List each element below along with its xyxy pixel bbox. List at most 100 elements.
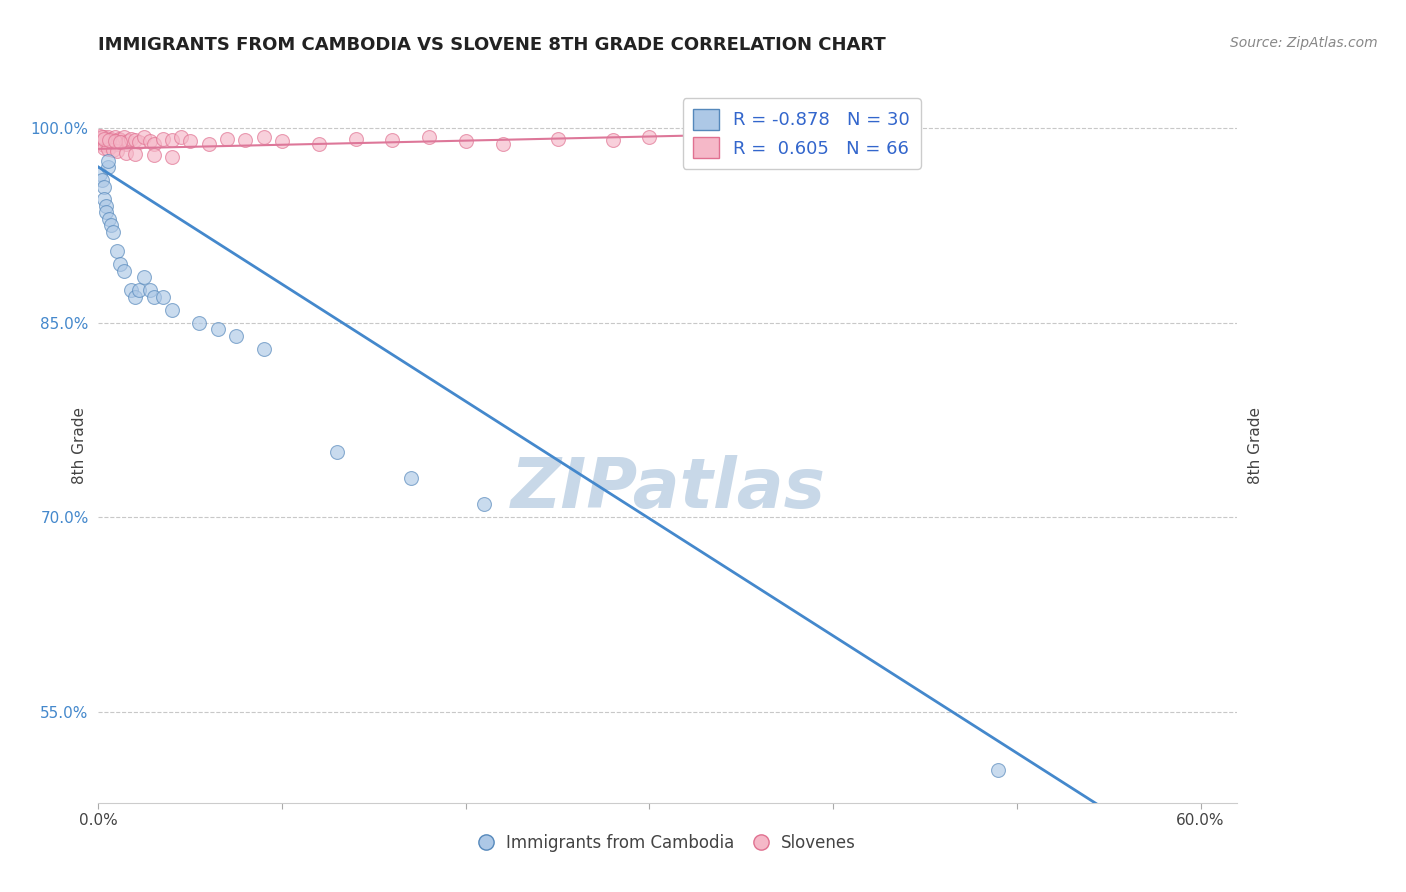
Point (271, 134, 294, 148)
Point (91, 173, 114, 187)
Point (110, 257, 132, 271)
Point (93, 131, 115, 145)
Point (112, 264, 135, 278)
Point (638, 130, 661, 145)
Point (152, 290, 174, 304)
Point (134, 130, 156, 145)
Point (197, 136, 219, 151)
Point (93, 193, 115, 207)
Point (110, 133, 132, 147)
Point (104, 134, 127, 148)
Point (326, 445, 349, 459)
Point (134, 270, 156, 285)
Point (100, 139, 122, 153)
Point (399, 471, 422, 485)
Point (89, 128, 111, 143)
Point (101, 143, 124, 157)
Point (859, 133, 882, 147)
Point (89, 134, 111, 148)
Point (93, 138, 115, 153)
Point (111, 136, 134, 150)
Point (97, 160, 120, 174)
Point (115, 136, 138, 151)
Point (100, 131, 122, 145)
Point (152, 131, 174, 145)
Point (253, 342, 276, 356)
Point (97, 138, 120, 153)
Point (124, 147, 146, 161)
Point (124, 133, 146, 147)
Point (105, 134, 128, 148)
Point (101, 225, 124, 239)
Point (97, 130, 120, 145)
Point (98, 211, 121, 226)
Point (547, 131, 569, 145)
Point (128, 136, 150, 150)
Point (748, 136, 770, 151)
Point (128, 283, 150, 297)
Point (491, 136, 513, 151)
Point (160, 302, 183, 317)
Point (94, 199, 117, 213)
Point (104, 130, 127, 145)
Point (207, 322, 229, 336)
Point (110, 136, 132, 150)
Point (188, 316, 211, 330)
Point (94, 133, 117, 147)
Point (97, 153, 120, 168)
Point (170, 130, 193, 145)
Point (253, 130, 276, 145)
Point (418, 130, 440, 145)
Legend: Immigrants from Cambodia, Slovenes: Immigrants from Cambodia, Slovenes (472, 828, 863, 859)
Point (107, 131, 129, 145)
Point (693, 134, 716, 148)
Text: Source: ZipAtlas.com: Source: ZipAtlas.com (1230, 36, 1378, 50)
Point (91, 136, 114, 151)
Point (121, 131, 143, 145)
Point (142, 136, 165, 151)
Point (105, 244, 128, 259)
Point (139, 283, 162, 297)
Point (98, 133, 121, 147)
Point (225, 328, 247, 343)
Point (160, 133, 183, 147)
Point (124, 290, 146, 304)
Point (454, 134, 477, 148)
Point (804, 131, 827, 145)
Point (381, 133, 404, 147)
Point (97, 142, 120, 156)
Point (139, 134, 162, 148)
Point (308, 136, 330, 151)
Point (101, 133, 124, 147)
Point (112, 130, 135, 145)
Y-axis label: 8th Grade: 8th Grade (72, 408, 87, 484)
Point (93, 179, 115, 194)
Point (121, 283, 143, 297)
Point (89, 167, 111, 181)
Point (91, 130, 114, 145)
Point (94, 136, 117, 150)
Point (93, 130, 115, 145)
Point (98, 134, 121, 148)
Point (472, 497, 495, 511)
Point (100, 219, 122, 233)
Point (215, 131, 238, 145)
Point (987, 764, 1010, 778)
Point (98, 136, 121, 151)
Point (93, 140, 115, 154)
Point (179, 134, 201, 148)
Point (235, 133, 257, 147)
Point (117, 134, 139, 148)
Point (105, 145, 128, 159)
Point (142, 148, 165, 162)
Text: ZIPatlas: ZIPatlas (510, 455, 825, 523)
Point (94, 205, 117, 219)
Text: IMMIGRANTS FROM CAMBODIA VS SLOVENE 8TH GRADE CORRELATION CHART: IMMIGRANTS FROM CAMBODIA VS SLOVENE 8TH … (98, 36, 886, 54)
Point (105, 136, 128, 151)
Point (344, 131, 367, 145)
Point (142, 290, 165, 304)
Point (160, 150, 183, 164)
Point (602, 133, 624, 147)
Y-axis label: 8th Grade: 8th Grade (1249, 408, 1264, 484)
Point (91, 131, 114, 145)
